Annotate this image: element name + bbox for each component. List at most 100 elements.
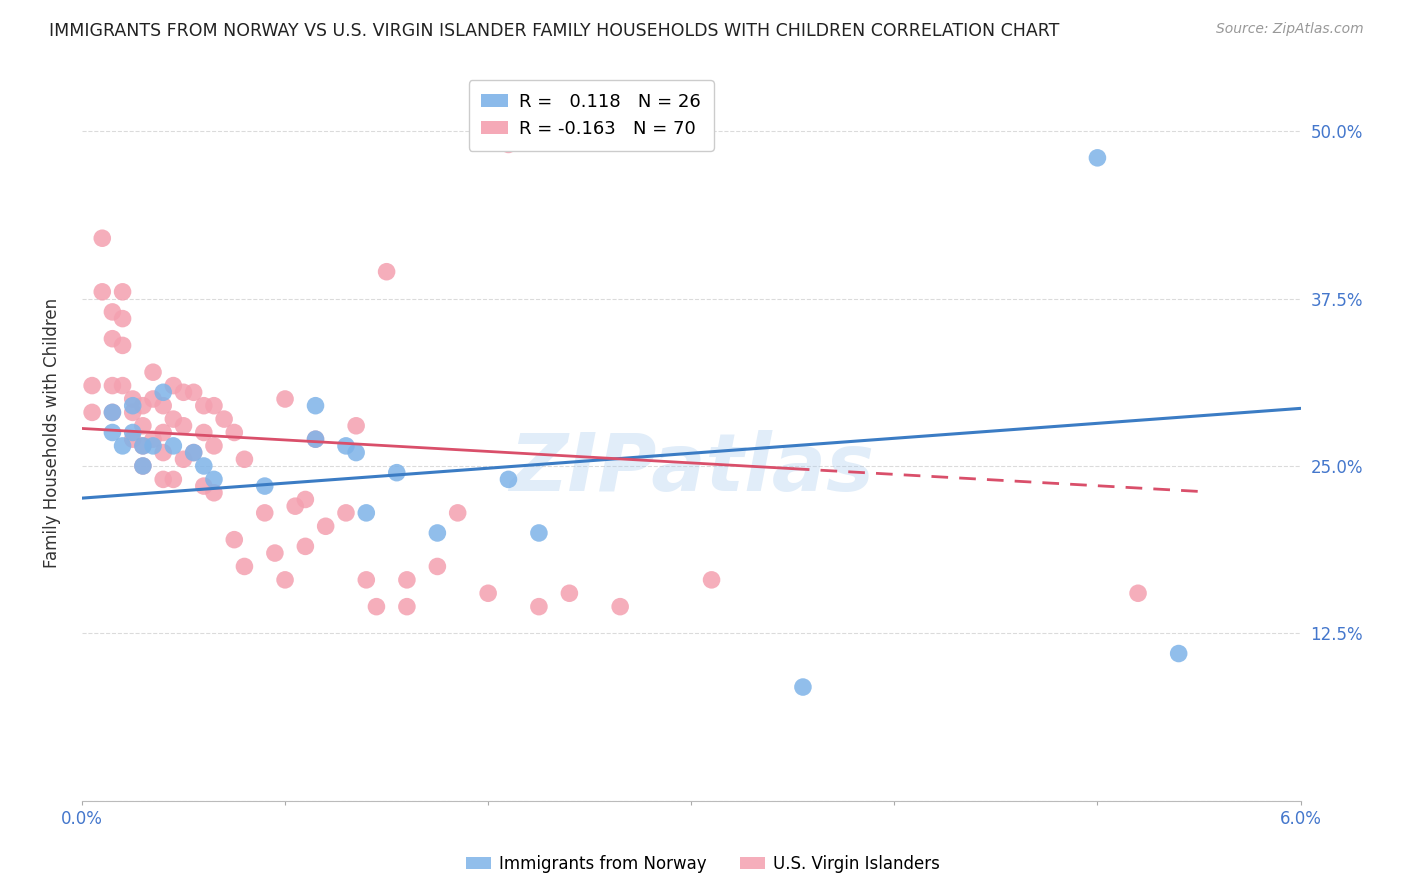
Point — [173, 418, 195, 433]
Point — [162, 378, 184, 392]
Point — [132, 458, 155, 473]
Point — [152, 385, 174, 400]
Point — [212, 412, 235, 426]
Point — [356, 573, 378, 587]
Point — [558, 586, 581, 600]
Point — [101, 425, 124, 440]
Point — [152, 472, 174, 486]
Point — [274, 392, 297, 406]
Point — [101, 378, 124, 392]
Point — [183, 445, 205, 459]
Point — [121, 425, 143, 440]
Point — [101, 405, 124, 419]
Point — [335, 439, 357, 453]
Point — [162, 472, 184, 486]
Point — [183, 385, 205, 400]
Point — [264, 546, 287, 560]
Point — [111, 285, 134, 299]
Text: Source: ZipAtlas.com: Source: ZipAtlas.com — [1216, 22, 1364, 37]
Point — [253, 506, 276, 520]
Point — [183, 445, 205, 459]
Point — [142, 432, 165, 446]
Point — [121, 392, 143, 406]
Legend: R =   0.118   N = 26, R = -0.163   N = 70: R = 0.118 N = 26, R = -0.163 N = 70 — [468, 80, 714, 151]
Point — [426, 559, 449, 574]
Point — [1167, 647, 1189, 661]
Point — [152, 445, 174, 459]
Point — [304, 399, 326, 413]
Point — [193, 458, 215, 473]
Y-axis label: Family Households with Children: Family Households with Children — [44, 297, 60, 567]
Text: ZIPatlas: ZIPatlas — [509, 430, 873, 508]
Point — [527, 599, 550, 614]
Point — [304, 432, 326, 446]
Point — [498, 472, 520, 486]
Point — [294, 540, 316, 554]
Point — [173, 385, 195, 400]
Point — [121, 399, 143, 413]
Point — [609, 599, 631, 614]
Point — [111, 311, 134, 326]
Point — [152, 425, 174, 440]
Point — [700, 573, 723, 587]
Point — [274, 573, 297, 587]
Point — [792, 680, 814, 694]
Point — [173, 452, 195, 467]
Point — [202, 472, 225, 486]
Point — [132, 439, 155, 453]
Point — [132, 399, 155, 413]
Point — [253, 479, 276, 493]
Point — [193, 399, 215, 413]
Point — [91, 285, 114, 299]
Point — [162, 412, 184, 426]
Point — [111, 439, 134, 453]
Point — [132, 418, 155, 433]
Point — [477, 586, 499, 600]
Point — [527, 525, 550, 540]
Point — [91, 231, 114, 245]
Point — [101, 405, 124, 419]
Point — [202, 439, 225, 453]
Point — [447, 506, 470, 520]
Point — [162, 439, 184, 453]
Point — [1087, 151, 1109, 165]
Point — [385, 466, 408, 480]
Point — [142, 392, 165, 406]
Point — [1126, 586, 1149, 600]
Point — [498, 137, 520, 152]
Point — [193, 425, 215, 440]
Point — [366, 599, 388, 614]
Point — [375, 265, 398, 279]
Point — [202, 485, 225, 500]
Point — [101, 305, 124, 319]
Point — [132, 458, 155, 473]
Point — [233, 559, 256, 574]
Point — [315, 519, 337, 533]
Point — [233, 452, 256, 467]
Point — [111, 378, 134, 392]
Point — [304, 432, 326, 446]
Point — [111, 338, 134, 352]
Point — [224, 533, 246, 547]
Text: IMMIGRANTS FROM NORWAY VS U.S. VIRGIN ISLANDER FAMILY HOUSEHOLDS WITH CHILDREN C: IMMIGRANTS FROM NORWAY VS U.S. VIRGIN IS… — [49, 22, 1060, 40]
Point — [335, 506, 357, 520]
Point — [202, 399, 225, 413]
Point — [344, 445, 367, 459]
Point — [152, 399, 174, 413]
Point — [344, 418, 367, 433]
Point — [101, 332, 124, 346]
Point — [284, 499, 307, 513]
Point — [121, 405, 143, 419]
Point — [426, 525, 449, 540]
Point — [193, 479, 215, 493]
Point — [121, 432, 143, 446]
Point — [142, 439, 165, 453]
Point — [395, 599, 418, 614]
Legend: Immigrants from Norway, U.S. Virgin Islanders: Immigrants from Norway, U.S. Virgin Isla… — [460, 848, 946, 880]
Point — [356, 506, 378, 520]
Point — [395, 573, 418, 587]
Point — [82, 378, 104, 392]
Point — [132, 439, 155, 453]
Point — [82, 405, 104, 419]
Point — [294, 492, 316, 507]
